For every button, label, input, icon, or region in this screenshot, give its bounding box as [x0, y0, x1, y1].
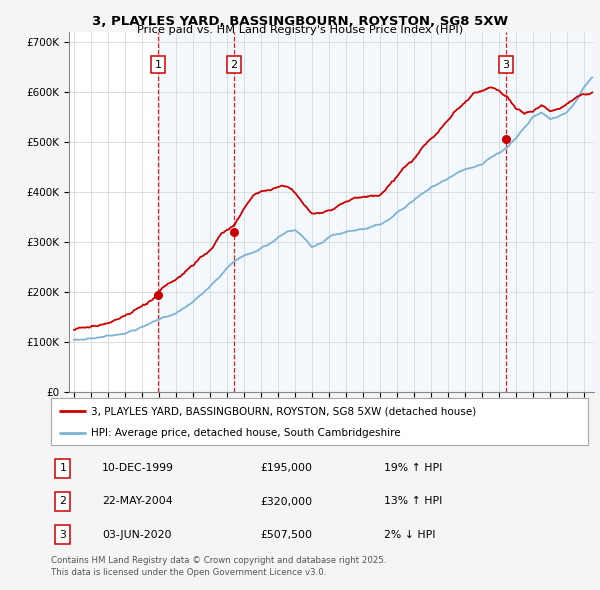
Text: Price paid vs. HM Land Registry's House Price Index (HPI): Price paid vs. HM Land Registry's House …	[137, 25, 463, 35]
Text: 3, PLAYLES YARD, BASSINGBOURN, ROYSTON, SG8 5XW (detached house): 3, PLAYLES YARD, BASSINGBOURN, ROYSTON, …	[91, 407, 476, 417]
Text: 2: 2	[230, 60, 237, 70]
Text: £507,500: £507,500	[260, 530, 313, 540]
Text: 03-JUN-2020: 03-JUN-2020	[102, 530, 172, 540]
Text: 3, PLAYLES YARD, BASSINGBOURN, ROYSTON, SG8 5XW: 3, PLAYLES YARD, BASSINGBOURN, ROYSTON, …	[92, 15, 508, 28]
Text: £195,000: £195,000	[260, 463, 313, 473]
Bar	[506, 32, 594, 392]
Text: 22-MAY-2004: 22-MAY-2004	[102, 497, 173, 506]
Text: 1: 1	[59, 463, 66, 473]
Text: 10-DEC-1999: 10-DEC-1999	[102, 463, 174, 473]
Text: 1: 1	[155, 60, 161, 70]
Text: 19% ↑ HPI: 19% ↑ HPI	[384, 463, 442, 473]
Text: 3: 3	[502, 60, 509, 70]
Text: 2% ↓ HPI: 2% ↓ HPI	[384, 530, 436, 540]
Bar	[158, 32, 233, 392]
Text: HPI: Average price, detached house, South Cambridgeshire: HPI: Average price, detached house, Sout…	[91, 428, 401, 438]
Text: Contains HM Land Registry data © Crown copyright and database right 2025.
This d: Contains HM Land Registry data © Crown c…	[51, 556, 386, 576]
Text: £320,000: £320,000	[260, 497, 313, 506]
Text: 3: 3	[59, 530, 66, 540]
Text: 13% ↑ HPI: 13% ↑ HPI	[384, 497, 442, 506]
Bar	[233, 32, 506, 392]
Text: 2: 2	[59, 497, 66, 506]
